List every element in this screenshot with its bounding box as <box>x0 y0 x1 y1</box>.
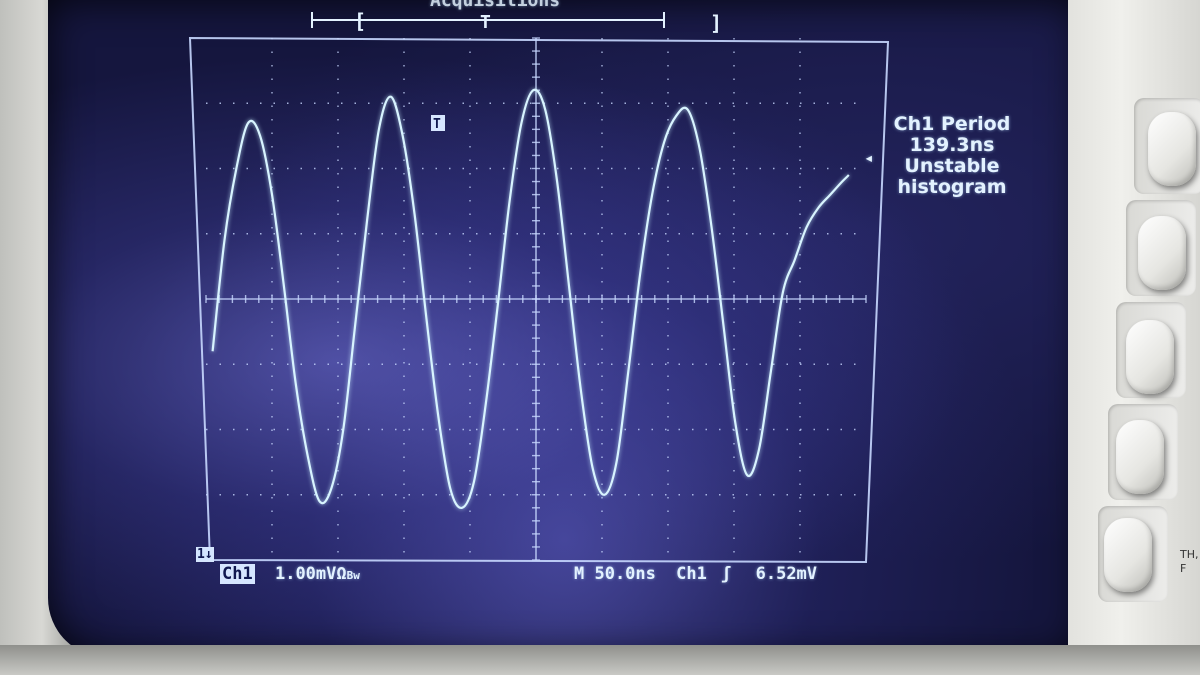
timebase-value: M 50.0ns <box>574 564 656 584</box>
trigger-slope-icon: ʃ <box>721 564 732 584</box>
crt-screen <box>48 0 1080 658</box>
channel-label: Ch1 <box>220 564 255 584</box>
bezel-button-1[interactable] <box>1148 112 1196 186</box>
trigger-source: Ch1 <box>676 564 707 584</box>
measurement-title: Ch1 Period <box>893 113 1011 135</box>
bezel-button-2[interactable] <box>1138 216 1186 290</box>
measurement-status: Unstable <box>904 155 1000 177</box>
panel-side-text: TH, F <box>1180 548 1199 575</box>
bezel-button-3[interactable] <box>1126 320 1174 394</box>
instrument-side-panel <box>1068 0 1200 675</box>
bezel-button-5[interactable] <box>1104 518 1152 592</box>
graticule-frame <box>188 36 890 564</box>
bezel-button-4[interactable] <box>1116 420 1164 494</box>
trigger-level-arrow-icon: ◂ <box>864 148 874 167</box>
measurement-value: 139.3ns <box>909 134 995 156</box>
bandwidth-symbol: Bw <box>346 569 360 582</box>
record-trigger-marker: T <box>480 12 491 33</box>
bracket-left: [ <box>354 9 366 33</box>
volts-per-div: 1.00mV <box>274 564 337 584</box>
acquisitions-header: Acquisitions <box>430 0 561 11</box>
channel-scale-readout: Ch1 1.00mVΩBw <box>220 564 360 584</box>
instrument-bezel-bottom <box>0 645 1200 675</box>
timebase-readout: M 50.0ns Ch1 ʃ 6.52mV <box>574 564 817 584</box>
trigger-level: 6.52mV <box>755 564 818 584</box>
trace-markers: T <box>431 115 445 132</box>
timebase-indicator: [ T] <box>311 9 722 35</box>
measurement-note: histogram <box>897 176 1007 198</box>
coupling-symbol: Ω <box>336 564 347 584</box>
graticule <box>188 36 890 564</box>
ground-marker: 1↓ <box>196 547 214 562</box>
ch1-waveform-trace <box>211 88 850 509</box>
bracket-right: ] <box>710 11 722 35</box>
trigger-marker-box <box>431 115 445 131</box>
trigger-marker: T <box>433 117 441 132</box>
measurement-readout: Ch1 Period 139.3ns Unstable histogram <box>892 114 1012 198</box>
